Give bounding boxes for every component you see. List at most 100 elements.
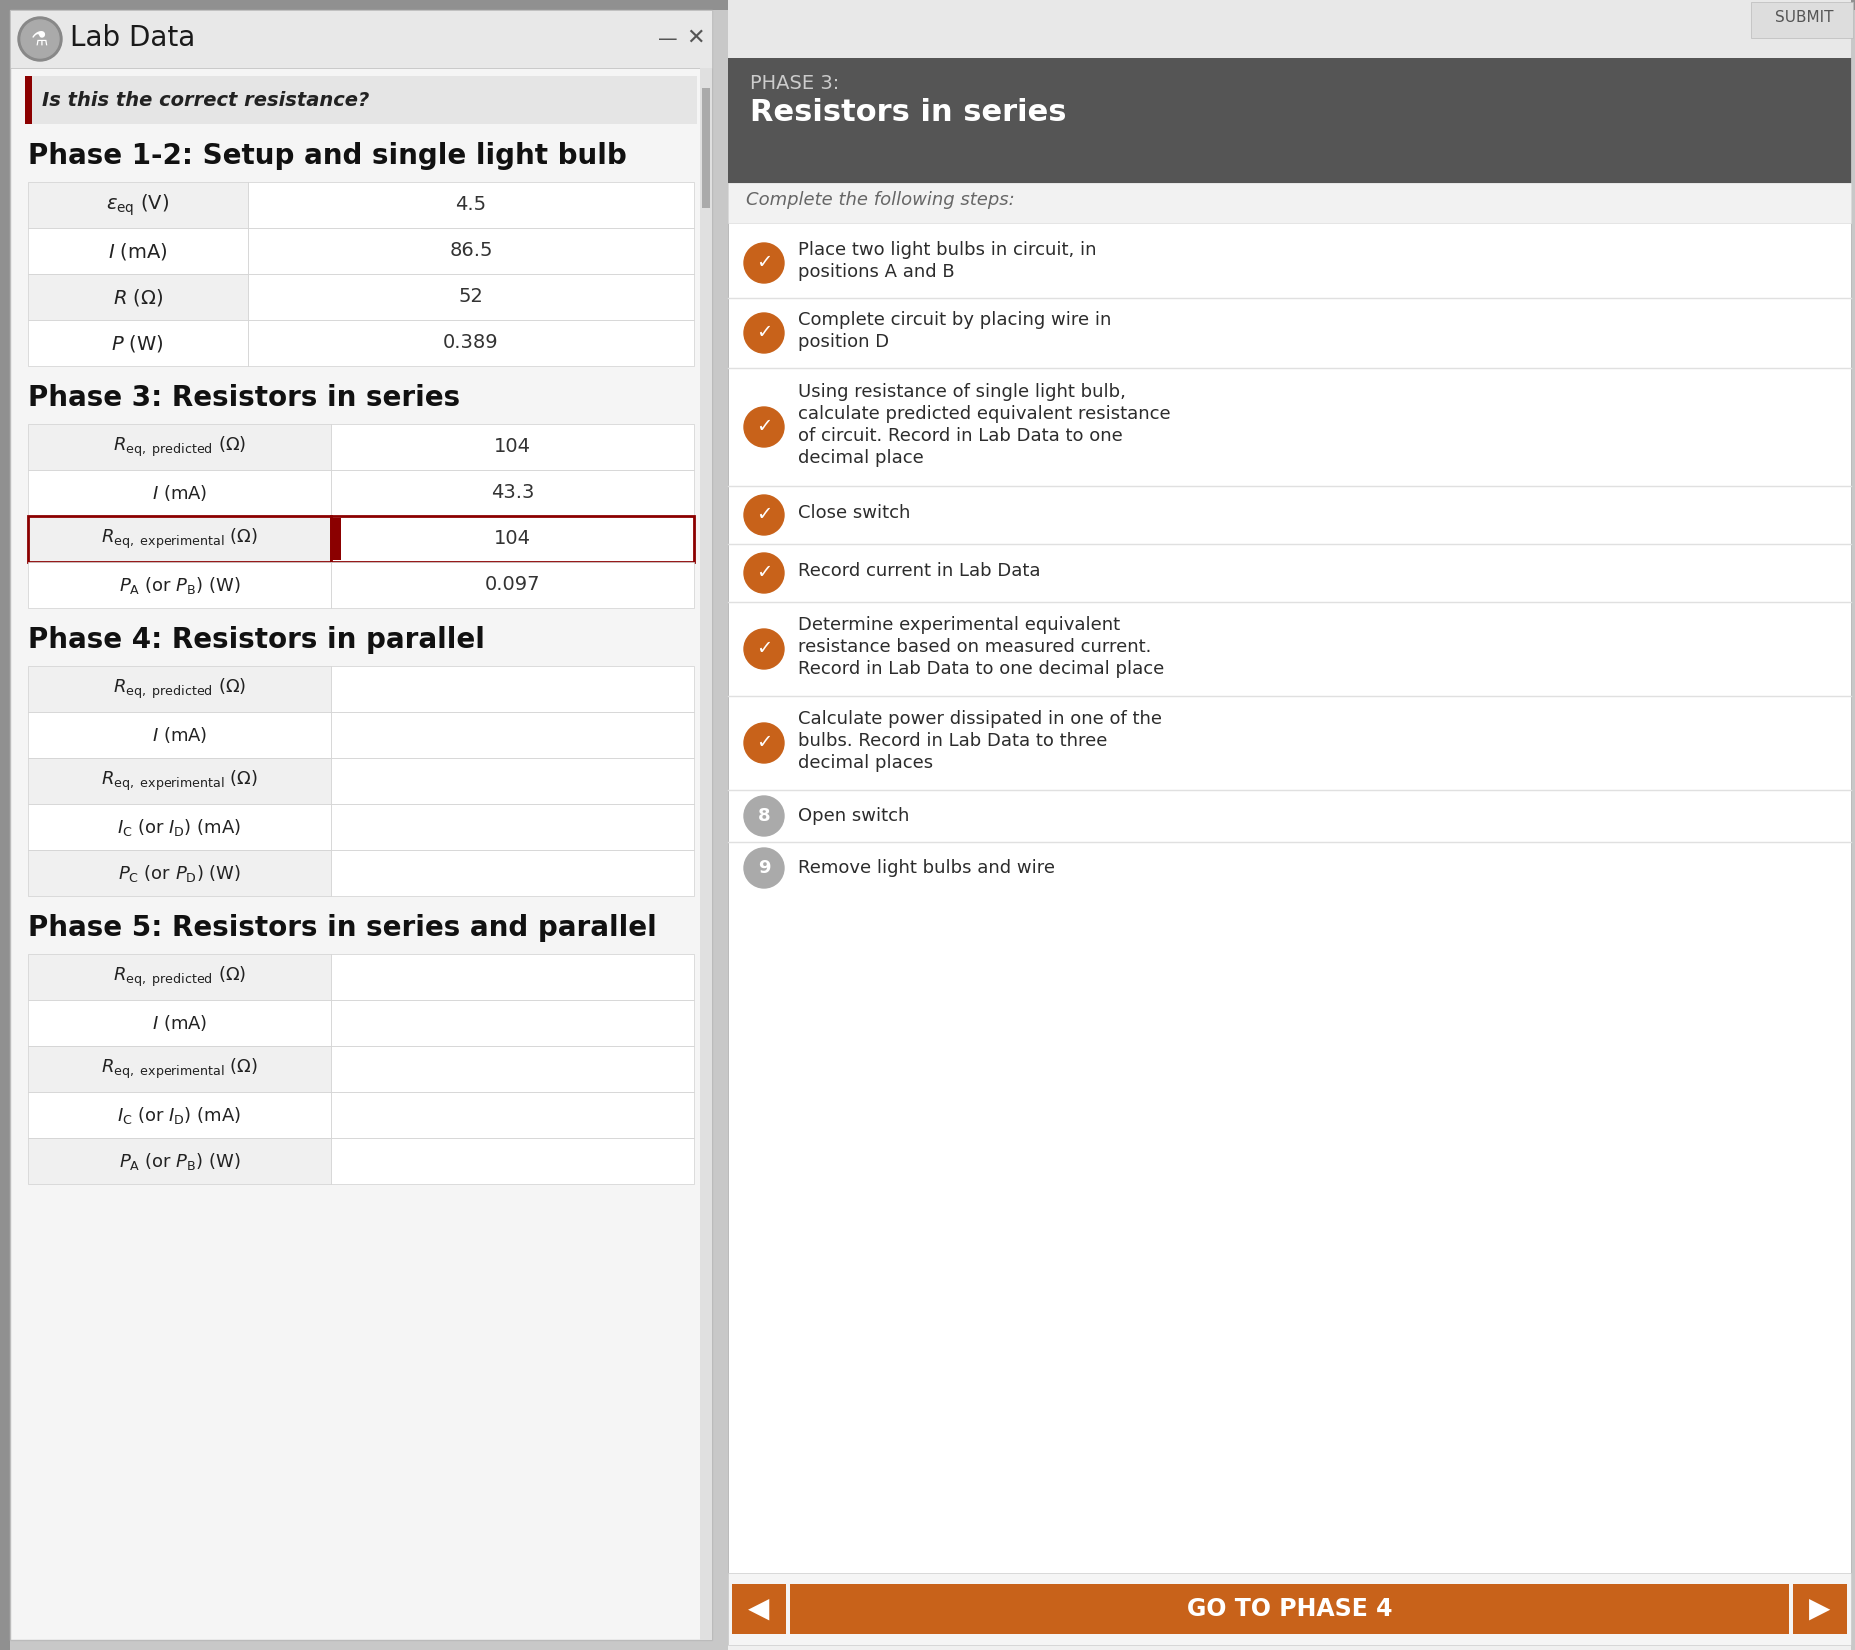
Bar [731, 1584, 785, 1634]
Text: $R_\mathrm{eq,\ predicted}$ ($\Omega$): $R_\mathrm{eq,\ predicted}$ ($\Omega$) [113, 965, 247, 988]
Bar [0, 0, 9, 1650]
Bar [727, 58, 1849, 183]
Bar [330, 850, 694, 896]
Text: Record in Lab Data to one decimal place: Record in Lab Data to one decimal place [798, 660, 1163, 678]
Bar [330, 563, 694, 607]
Text: $I_\mathrm{C}$ (or $I_\mathrm{D}$) (mA): $I_\mathrm{C}$ (or $I_\mathrm{D}$) (mA) [117, 1104, 241, 1125]
Bar [28, 182, 249, 228]
Bar [28, 1046, 330, 1092]
Text: ✕: ✕ [686, 28, 705, 48]
Text: $R_\mathrm{eq,\ experimental}$ ($\Omega$): $R_\mathrm{eq,\ experimental}$ ($\Omega$… [100, 1058, 258, 1081]
Bar [699, 68, 712, 1640]
Text: Using resistance of single light bulb,: Using resistance of single light bulb, [798, 383, 1126, 401]
Bar [701, 87, 710, 208]
Text: $R_\mathrm{eq,\ experimental}$ ($\Omega$): $R_\mathrm{eq,\ experimental}$ ($\Omega$… [100, 526, 258, 551]
Bar [330, 1000, 694, 1046]
Text: 43.3: 43.3 [490, 483, 534, 503]
Text: Phase 5: Resistors in series and parallel: Phase 5: Resistors in series and paralle… [28, 914, 657, 942]
Text: $P_\mathrm{C}$ (or $P_\mathrm{D}$) (W): $P_\mathrm{C}$ (or $P_\mathrm{D}$) (W) [119, 863, 241, 883]
Text: Open switch: Open switch [798, 807, 909, 825]
Bar [330, 516, 694, 563]
Text: decimal places: decimal places [798, 754, 933, 772]
Text: PHASE 3:: PHASE 3: [749, 74, 838, 92]
Text: Place two light bulbs in circuit, in: Place two light bulbs in circuit, in [798, 241, 1096, 259]
Bar [28, 954, 330, 1000]
Circle shape [744, 408, 783, 447]
Text: ✓: ✓ [755, 734, 772, 752]
Circle shape [20, 20, 59, 58]
Bar [790, 1584, 1788, 1634]
Text: GO TO PHASE 4: GO TO PHASE 4 [1185, 1597, 1391, 1620]
Text: Phase 4: Resistors in parallel: Phase 4: Resistors in parallel [28, 625, 484, 653]
Text: $I$ (mA): $I$ (mA) [108, 241, 167, 261]
Bar [330, 757, 694, 804]
Bar [28, 516, 330, 563]
Text: $I$ (mA): $I$ (mA) [152, 483, 208, 503]
Circle shape [19, 16, 61, 61]
Bar [28, 563, 330, 607]
Text: $I$ (mA): $I$ (mA) [152, 1013, 208, 1033]
Text: 52: 52 [458, 287, 482, 307]
Text: bulbs. Record in Lab Data to three: bulbs. Record in Lab Data to three [798, 733, 1107, 751]
Text: ◀: ◀ [748, 1596, 770, 1624]
Text: ✓: ✓ [755, 564, 772, 582]
Bar [28, 757, 330, 804]
Text: Complete the following steps:: Complete the following steps: [746, 191, 1015, 210]
Bar [330, 424, 694, 470]
Text: $\varepsilon_\mathrm{eq}$ (V): $\varepsilon_\mathrm{eq}$ (V) [106, 193, 169, 218]
Text: 8: 8 [757, 807, 770, 825]
Text: 86.5: 86.5 [449, 241, 492, 261]
Text: Record current in Lab Data: Record current in Lab Data [798, 563, 1041, 581]
Text: ✓: ✓ [755, 640, 772, 658]
Bar [332, 518, 341, 559]
Text: 9: 9 [757, 860, 770, 878]
Text: 0.389: 0.389 [443, 333, 499, 353]
Bar [249, 182, 694, 228]
Text: —: — [659, 30, 677, 50]
Circle shape [744, 495, 783, 535]
Text: Calculate power dissipated in one of the: Calculate power dissipated in one of the [798, 710, 1161, 728]
Bar [727, 58, 1849, 1645]
Bar [330, 1046, 694, 1092]
Bar [330, 667, 694, 713]
Circle shape [744, 795, 783, 837]
Text: $R_\mathrm{eq,\ experimental}$ ($\Omega$): $R_\mathrm{eq,\ experimental}$ ($\Omega$… [100, 769, 258, 794]
Text: Resistors in series: Resistors in series [749, 97, 1067, 127]
Bar [28, 850, 330, 896]
Bar [9, 10, 712, 1640]
Text: 104: 104 [493, 530, 531, 548]
Bar [330, 1092, 694, 1138]
Text: $R_\mathrm{eq,\ predicted}$ ($\Omega$): $R_\mathrm{eq,\ predicted}$ ($\Omega$) [113, 676, 247, 701]
Text: ✓: ✓ [755, 323, 772, 343]
Bar [28, 274, 249, 320]
Text: Lab Data: Lab Data [70, 25, 195, 53]
Text: Remove light bulbs and wire: Remove light bulbs and wire [798, 860, 1054, 878]
Bar [330, 1138, 694, 1185]
Bar [28, 713, 330, 757]
Bar [727, 0, 1849, 63]
Text: Complete circuit by placing wire in: Complete circuit by placing wire in [798, 310, 1111, 328]
Bar [28, 228, 249, 274]
Bar [249, 228, 694, 274]
Text: ✓: ✓ [755, 417, 772, 437]
Bar [24, 76, 32, 124]
Circle shape [744, 314, 783, 353]
Bar [727, 0, 1849, 58]
Bar [0, 0, 1855, 10]
Text: $P_\mathrm{A}$ (or $P_\mathrm{B}$) (W): $P_\mathrm{A}$ (or $P_\mathrm{B}$) (W) [119, 1150, 241, 1172]
Text: $I$ (mA): $I$ (mA) [152, 724, 208, 746]
Bar [330, 954, 694, 1000]
Bar [28, 424, 330, 470]
Bar [28, 1000, 330, 1046]
Bar [28, 1138, 330, 1185]
Bar [727, 1645, 1849, 1650]
Text: ✓: ✓ [755, 505, 772, 525]
Text: ▶: ▶ [1809, 1596, 1829, 1624]
Text: 104: 104 [493, 437, 531, 457]
Text: Close switch: Close switch [798, 503, 911, 521]
Text: 4.5: 4.5 [454, 195, 486, 214]
Bar [28, 1092, 330, 1138]
Bar [249, 320, 694, 366]
Bar [28, 470, 330, 516]
Text: position D: position D [798, 333, 889, 351]
